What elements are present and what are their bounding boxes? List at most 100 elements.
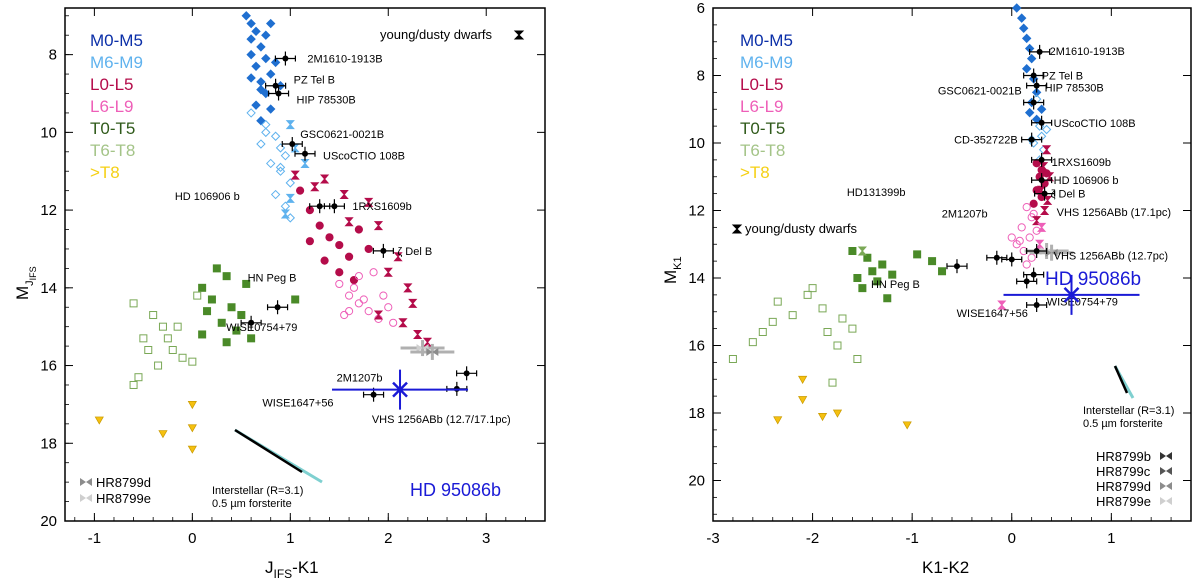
- right-object-point: [1023, 278, 1030, 285]
- left-point-young-l: [408, 298, 418, 308]
- right-point-t0-t5: [853, 274, 862, 282]
- left-point-young-l: [310, 182, 320, 192]
- right-point-t0-t5: [878, 260, 887, 269]
- left-point-l6-l9: [359, 295, 368, 304]
- right-point-t0-t5: [883, 294, 892, 303]
- left-point-t0-t5: [207, 295, 216, 304]
- left-object-label: 1RXS1609b: [352, 201, 411, 213]
- right-point-l6-l9: [1015, 236, 1024, 245]
- left-point-l0-l5: [354, 225, 363, 234]
- left-plot-frame: [64, 7, 546, 522]
- right-object-label: PZ Tel B: [1042, 71, 1083, 83]
- right-point-t6-t8: [748, 338, 757, 347]
- left-point-m0-m5: [246, 73, 256, 83]
- left-point-m0-m5: [246, 49, 256, 60]
- right-point-t6-t8: [803, 290, 812, 299]
- right-point-l6-l9: [1022, 203, 1031, 212]
- left-hr8799e-icon: [80, 494, 92, 502]
- left-point-l6-l9: [354, 299, 363, 308]
- right-legend-gt8: >T8: [740, 163, 770, 182]
- right-point-t6-t8: [838, 314, 847, 323]
- right-hr8799-point: [1045, 248, 1058, 257]
- right-point-m0-m5: [1021, 33, 1032, 44]
- left-point-l6-l9: [379, 291, 388, 300]
- left-point-t0-t5: [222, 272, 231, 281]
- right-point--t8: [832, 409, 843, 418]
- left-point-young-m: [280, 209, 291, 219]
- right-object-label: 1RXS1609b: [1052, 157, 1111, 169]
- left-point-t0-t5: [242, 279, 251, 288]
- right-hr8799d-icon: [1160, 482, 1172, 490]
- right-reddening-label2: 0.5 µm forsterite: [1083, 418, 1163, 430]
- left-point-young-l: [398, 318, 408, 328]
- left-point-m6-m9: [275, 143, 286, 153]
- left-object-point: [302, 150, 308, 157]
- left-point-m0-m5: [266, 18, 276, 29]
- right-legend-t0t5: T0-T5: [740, 119, 785, 138]
- right-object-point: [1038, 156, 1045, 163]
- right-point-m0-m5: [1031, 114, 1042, 125]
- right-ylabel-sub: K1: [672, 256, 684, 269]
- left-point-t0-t5: [227, 303, 236, 312]
- left-marks: 2M1610-1913B PZ Tel B HIP 78530B GSC0621-00…: [94, 11, 511, 454]
- right-hr8799c-icon: [1160, 467, 1172, 475]
- left-object-label: HIP 78530B: [297, 95, 356, 107]
- left-point-young-l: [319, 174, 330, 184]
- left-point-t6-t8: [139, 334, 148, 343]
- right-point-m0-m5: [1024, 107, 1035, 118]
- right-point-young-l6: [997, 300, 1007, 310]
- left-point-l0-l5: [335, 240, 344, 250]
- right-hr8799b-label: HR8799b: [1096, 449, 1151, 464]
- left-object-point: [331, 203, 338, 210]
- right-object-label: GSC0621-0021B: [938, 86, 1022, 98]
- left-point--t8: [94, 416, 104, 425]
- left-point-l0-l5: [320, 256, 329, 265]
- left-point-m0-m5: [270, 57, 281, 68]
- left-object-label: GSC0621-0021B: [300, 129, 384, 141]
- left-object-point: [248, 319, 255, 326]
- right-ytick-label: 6: [697, 0, 705, 17]
- left-point-m6-m9: [275, 166, 286, 176]
- right-legend-m6m9: M6-M9: [740, 53, 793, 72]
- right-point-t0-t5: [928, 257, 937, 266]
- left-point-l6-l9: [354, 272, 363, 281]
- left-point-t6-t8: [134, 373, 143, 382]
- left-ytick-label: 8: [49, 47, 57, 64]
- left-ytick-label: 14: [40, 280, 57, 297]
- right-point-t0-t5: [858, 284, 867, 293]
- left-ytick-label: 12: [40, 202, 57, 219]
- right-xtick-label: -1: [905, 530, 918, 547]
- left-point-m0-m5: [246, 34, 256, 44]
- left-object-label: HD 106906 b: [175, 191, 240, 203]
- left-object-label: 2M1610-1913B: [307, 54, 382, 66]
- left-point-t0-t5: [198, 283, 207, 292]
- left-point-m6-m9: [261, 127, 271, 138]
- left-legend-m6m9: M6-M9: [90, 53, 143, 72]
- left-young-label: young/dusty dwarfs: [380, 27, 493, 42]
- right-object-label: 2M1610-1913B: [1050, 46, 1125, 58]
- left-point-m6-m9: [280, 150, 291, 161]
- right-point--t8: [798, 396, 808, 405]
- left-object-label: ζ Del B: [397, 246, 432, 258]
- right-point-t6-t8: [833, 341, 842, 350]
- right-object-point: [993, 254, 1000, 261]
- left-legend-t0t5: T0-T5: [90, 119, 135, 138]
- left-reddening-label1: Interstellar (R=3.1): [212, 485, 303, 497]
- right-hr8799c-label: HR8799c: [1096, 464, 1151, 479]
- right-ylabel: MK1: [661, 256, 684, 284]
- right-object-label: VHS 1256ABb (12.7pc): [1054, 251, 1168, 263]
- left-point-l6-l9: [369, 268, 378, 277]
- left-object-label: WISE0754+79: [226, 322, 297, 334]
- left-ytick-label: 20: [40, 513, 57, 530]
- left-point-l6-l9: [364, 307, 373, 316]
- left-point-young-m: [285, 120, 295, 130]
- right-point-m0-m5: [1012, 3, 1022, 13]
- right-ytick-label: 20: [688, 473, 705, 490]
- right-point-m0-m5: [1017, 13, 1027, 23]
- right-object-label: WISE0754+79: [1047, 296, 1118, 308]
- left-point-m0-m5: [261, 30, 271, 40]
